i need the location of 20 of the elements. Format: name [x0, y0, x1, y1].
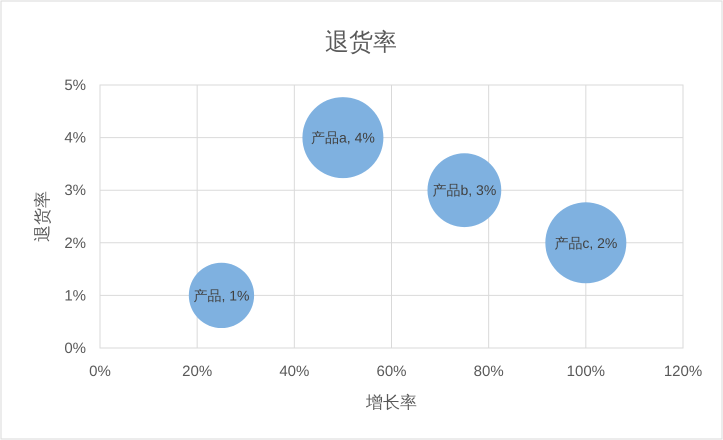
data-label: 产品, 1%	[193, 287, 250, 304]
data-label: 产品c, 2%	[554, 234, 618, 251]
x-tick-label: 20%	[182, 363, 212, 380]
y-tick-label: 0%	[64, 340, 86, 357]
x-tick-label: 60%	[376, 363, 407, 380]
data-label: 产品a, 4%	[311, 130, 375, 146]
x-tick-label: 120%	[664, 363, 702, 380]
data-label: 产品b, 3%	[432, 182, 496, 198]
y-tick-label: 3%	[64, 182, 86, 200]
y-tick-label: 4%	[64, 130, 86, 147]
x-axis-title: 增长率	[365, 393, 417, 412]
x-tick-label: 80%	[474, 363, 504, 380]
y-tick-label: 2%	[64, 234, 86, 252]
y-tick-label: 1%	[64, 287, 86, 304]
y-axis-title: 退货率	[33, 191, 52, 242]
x-tick-label: 40%	[279, 363, 310, 380]
x-tick-label: 100%	[566, 363, 606, 380]
y-tick-label: 5%	[64, 77, 86, 94]
x-tick-label: 0%	[89, 363, 111, 380]
chart-title: 退货率	[325, 29, 397, 56]
